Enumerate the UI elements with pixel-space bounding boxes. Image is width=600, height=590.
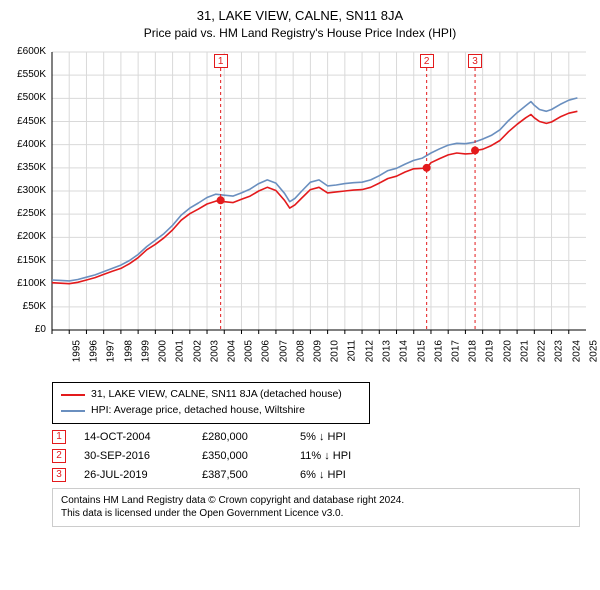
sale-price: £350,000 <box>202 450 282 462</box>
y-axis-label: £250K <box>8 208 46 219</box>
x-axis-label: 2003 <box>209 340 220 362</box>
x-axis-label: 2010 <box>330 340 341 362</box>
sale-marker-number: 3 <box>468 54 482 68</box>
x-axis-label: 2019 <box>485 340 496 362</box>
x-axis-label: 2020 <box>502 340 513 362</box>
sale-date: 26-JUL-2019 <box>84 469 184 481</box>
sale-marker-number: 1 <box>214 54 228 68</box>
sales-row: 2 30-SEP-2016 £350,000 11% ↓ HPI <box>52 449 592 463</box>
x-axis-label: 2016 <box>433 340 444 362</box>
y-axis-label: £550K <box>8 69 46 80</box>
legend-row-hpi: HPI: Average price, detached house, Wilt… <box>61 403 361 419</box>
x-axis-label: 2017 <box>450 340 461 362</box>
x-axis-label: 2021 <box>519 340 530 362</box>
legend-swatch-property <box>61 394 85 396</box>
x-axis-label: 2014 <box>399 340 410 362</box>
x-axis-label: 1998 <box>123 340 134 362</box>
x-axis-label: 2006 <box>261 340 272 362</box>
x-axis-label: 2001 <box>175 340 186 362</box>
x-axis-label: 2011 <box>346 340 357 362</box>
x-axis-label: 2024 <box>571 340 582 362</box>
y-axis-label: £300K <box>8 185 46 196</box>
y-axis-label: £50K <box>8 301 46 312</box>
x-axis-label: 1996 <box>88 340 99 362</box>
x-axis-label: 1995 <box>71 340 82 362</box>
sales-table: 1 14-OCT-2004 £280,000 5% ↓ HPI 2 30-SEP-2016… <box>52 430 592 482</box>
x-axis-label: 2022 <box>536 340 547 362</box>
y-axis-label: £0 <box>8 324 46 335</box>
footnote-line1: Contains HM Land Registry data © Crown c… <box>61 494 571 508</box>
x-axis-label: 2013 <box>381 340 392 362</box>
footnote-line2: This data is licensed under the Open Gov… <box>61 507 571 521</box>
chart-svg <box>8 46 592 376</box>
chart-container: 31, LAKE VIEW, CALNE, SN11 8JA Price pai… <box>0 0 600 535</box>
x-axis-label: 2008 <box>295 340 306 362</box>
sale-hpi-delta: 5% ↓ HPI <box>300 431 410 443</box>
x-axis-label: 2005 <box>244 340 255 362</box>
sales-row: 1 14-OCT-2004 £280,000 5% ↓ HPI <box>52 430 592 444</box>
chart-plot: £0 £50K £100K £150K £200K £250K £300K £350K £400… <box>8 46 592 376</box>
y-axis-label: £450K <box>8 116 46 127</box>
x-axis-label: 2025 <box>588 340 599 362</box>
sale-hpi-delta: 6% ↓ HPI <box>300 469 410 481</box>
legend-box: 31, LAKE VIEW, CALNE, SN11 8JA (detached… <box>52 382 370 424</box>
sale-hpi-delta: 11% ↓ HPI <box>300 450 410 462</box>
x-axis-label: 2023 <box>554 340 565 362</box>
x-axis-label: 2015 <box>416 340 427 362</box>
legend-label-hpi: HPI: Average price, detached house, Wilt… <box>91 403 305 419</box>
footnote-box: Contains HM Land Registry data © Crown c… <box>52 488 580 527</box>
x-axis-label: 2004 <box>226 340 237 362</box>
y-axis-label: £400K <box>8 139 46 150</box>
sale-number-box: 1 <box>52 430 66 444</box>
x-axis-label: 1999 <box>140 340 151 362</box>
y-axis-label: £500K <box>8 92 46 103</box>
sale-number-box: 2 <box>52 449 66 463</box>
y-axis-label: £150K <box>8 255 46 266</box>
y-axis-label: £600K <box>8 46 46 57</box>
sale-price: £387,500 <box>202 469 282 481</box>
y-axis-label: £350K <box>8 162 46 173</box>
x-axis-label: 2007 <box>278 340 289 362</box>
x-axis-label: 2018 <box>467 340 478 362</box>
sale-price: £280,000 <box>202 431 282 443</box>
page-title: 31, LAKE VIEW, CALNE, SN11 8JA <box>8 8 592 23</box>
legend-label-property: 31, LAKE VIEW, CALNE, SN11 8JA (detached… <box>91 387 342 403</box>
y-axis-label: £100K <box>8 278 46 289</box>
sale-number-box: 3 <box>52 468 66 482</box>
sale-marker-number: 2 <box>420 54 434 68</box>
x-axis-label: 1997 <box>106 340 117 362</box>
legend-swatch-hpi <box>61 410 85 412</box>
x-axis-label: 2000 <box>157 340 168 362</box>
x-axis-label: 2009 <box>312 340 323 362</box>
sale-date: 14-OCT-2004 <box>84 431 184 443</box>
y-axis-label: £200K <box>8 231 46 242</box>
sales-row: 3 26-JUL-2019 £387,500 6% ↓ HPI <box>52 468 592 482</box>
x-axis-label: 2002 <box>192 340 203 362</box>
legend-row-property: 31, LAKE VIEW, CALNE, SN11 8JA (detached… <box>61 387 361 403</box>
page-subtitle: Price paid vs. HM Land Registry's House … <box>8 26 592 40</box>
sale-date: 30-SEP-2016 <box>84 450 184 462</box>
x-axis-label: 2012 <box>364 340 375 362</box>
